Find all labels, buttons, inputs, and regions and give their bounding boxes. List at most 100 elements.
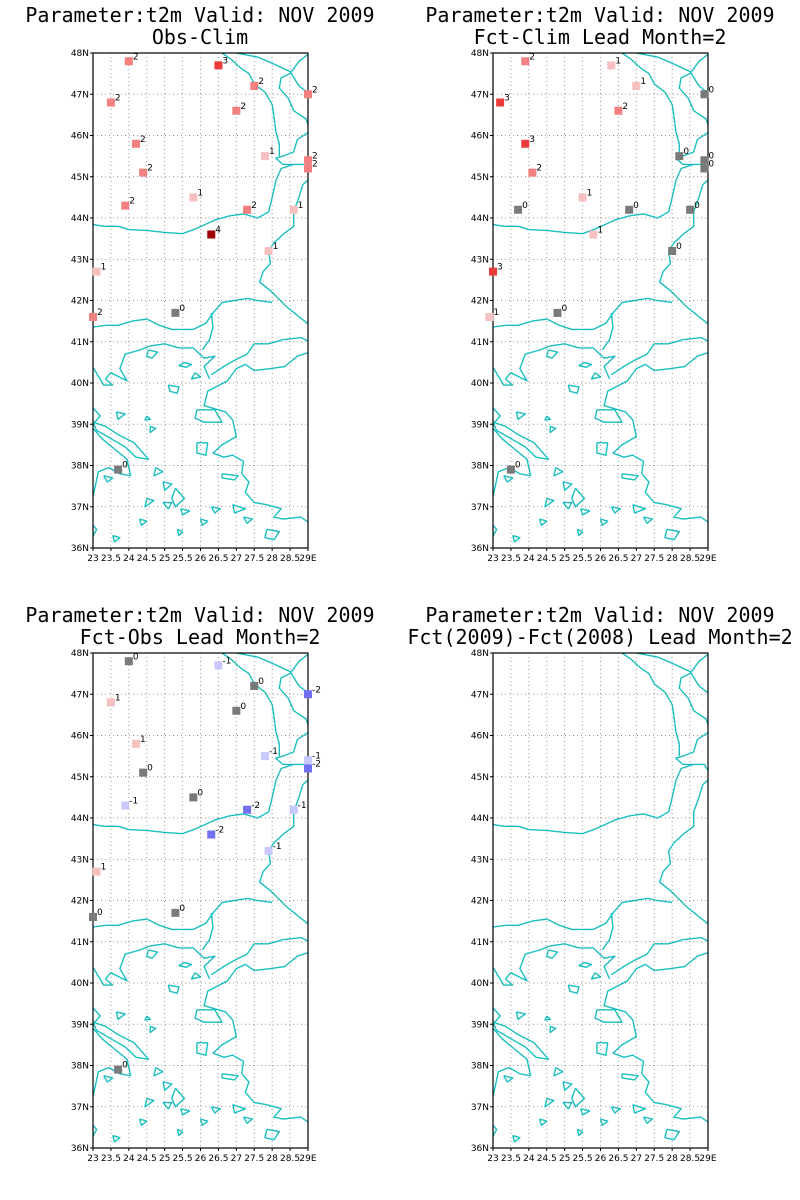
coast-segment	[544, 497, 555, 508]
coast-segment	[546, 349, 559, 359]
lon-tick-label: 26	[595, 554, 607, 564]
station-marker	[124, 657, 133, 666]
station-value-label: 0	[133, 652, 139, 662]
station-marker	[489, 267, 497, 276]
lat-tick-label: 40N	[71, 979, 89, 989]
station-value-label: 0	[683, 147, 689, 157]
lon-tick-label: 24.5	[537, 554, 557, 564]
coast-segment	[221, 653, 280, 757]
lon-tick-label: 26	[595, 1154, 607, 1164]
lon-tick-label: 26	[195, 1154, 207, 1164]
station-value-label: 2	[115, 94, 121, 104]
lat-tick-label: 36N	[71, 1144, 89, 1154]
coast-segment	[621, 53, 680, 157]
station-value-label: 0	[122, 1061, 128, 1071]
station-marker	[625, 205, 634, 214]
lon-tick-label: 28.5	[280, 1154, 300, 1164]
coast-segment	[190, 972, 202, 980]
lon-tick-label: 24	[523, 1154, 535, 1164]
coast-segment	[610, 936, 708, 976]
coast-segment	[115, 1011, 126, 1020]
coast-segment	[190, 372, 202, 380]
lon-tick-label: 27	[631, 1154, 642, 1164]
coast-segment	[93, 402, 132, 500]
coast-segment	[493, 897, 673, 931]
coast-segment	[171, 487, 186, 508]
station-marker	[289, 205, 298, 214]
coast-segment	[512, 534, 521, 543]
coast-segment	[178, 961, 193, 968]
station-value-label: 2	[140, 135, 146, 145]
lon-tick-label: 26.5	[608, 1154, 628, 1164]
lon-tick-label: 27.5	[244, 1154, 264, 1164]
station-value-label: 1	[298, 201, 304, 211]
station-value-label: 0	[179, 304, 185, 314]
coast-segment	[515, 1011, 526, 1020]
lat-tick-label: 38N	[71, 1062, 89, 1072]
lon-tick-label: 25.5	[173, 554, 193, 564]
lat-tick-label: 48N	[471, 49, 489, 59]
coast-segment	[210, 506, 221, 514]
coast-segment	[264, 1128, 280, 1141]
coast-segment	[93, 763, 294, 835]
lat-tick-label: 37N	[471, 503, 489, 513]
coast-segment	[553, 466, 564, 477]
lon-tick-label: 27.5	[644, 554, 664, 564]
station-marker	[207, 830, 216, 839]
coast-segment	[236, 53, 308, 94]
station-marker	[243, 805, 252, 814]
lon-tick-label: 28	[266, 554, 278, 564]
lon-tick-label: 27	[231, 554, 242, 564]
coast-segment	[578, 961, 593, 968]
coast-segment	[567, 384, 580, 394]
station-value-label: 2	[622, 102, 628, 112]
station-marker	[132, 139, 140, 148]
coast-segment	[576, 528, 584, 537]
lon-tick-label: 26.5	[208, 554, 228, 564]
coast-segment	[562, 501, 573, 510]
coast-segment	[493, 297, 673, 331]
coast-segment	[180, 1108, 191, 1116]
coastline	[93, 653, 308, 1143]
lat-tick-label: 45N	[471, 773, 489, 783]
coast-segment	[203, 351, 308, 523]
lat-tick-label: 42N	[71, 897, 89, 907]
lon-tick-label: 29E	[699, 554, 716, 564]
coast-segment	[493, 524, 498, 538]
station-value-label: -1	[269, 747, 278, 757]
lat-tick-label: 39N	[71, 420, 89, 430]
station-value-label: 0	[122, 461, 128, 471]
coast-segment	[199, 518, 209, 526]
coast-segment	[549, 425, 557, 434]
station-marker	[121, 201, 130, 210]
station-value-label: 2	[536, 164, 542, 174]
coast-segment	[515, 411, 526, 420]
coast-segment	[590, 972, 602, 980]
coast-segment	[493, 763, 694, 835]
lat-tick-label: 46N	[71, 732, 89, 742]
lat-tick-label: 43N	[71, 855, 89, 865]
station-marker	[632, 82, 641, 90]
station-value-label: 2	[251, 201, 257, 211]
panel3-title-line2: Fct-Obs Lead Month=2	[79, 625, 321, 649]
map-panel-1: 23 23.5 24 24.5 25 25.5 26 26.5 27 27.5 28 28.5 29E3…	[71, 49, 318, 564]
station-value-label: -2	[251, 801, 260, 811]
station-marker	[304, 764, 312, 773]
coast-segment	[610, 336, 708, 376]
coast-segment	[553, 1066, 564, 1077]
coast-segment	[210, 936, 308, 976]
station-value-label: -2	[312, 760, 321, 770]
coastline	[93, 53, 308, 543]
station-value-label: 1	[597, 226, 603, 236]
lat-tick-label: 37N	[471, 1103, 489, 1113]
lat-tick-label: 45N	[71, 173, 89, 183]
lat-tick-label: 44N	[471, 214, 489, 224]
station-value-label: 2	[312, 151, 318, 161]
coast-segment	[264, 528, 280, 541]
coast-segment	[658, 53, 708, 325]
panel2-title-line2: Fct-Clim Lead Month=2	[473, 25, 727, 49]
coast-segment	[236, 653, 308, 694]
station-marker	[124, 57, 133, 66]
